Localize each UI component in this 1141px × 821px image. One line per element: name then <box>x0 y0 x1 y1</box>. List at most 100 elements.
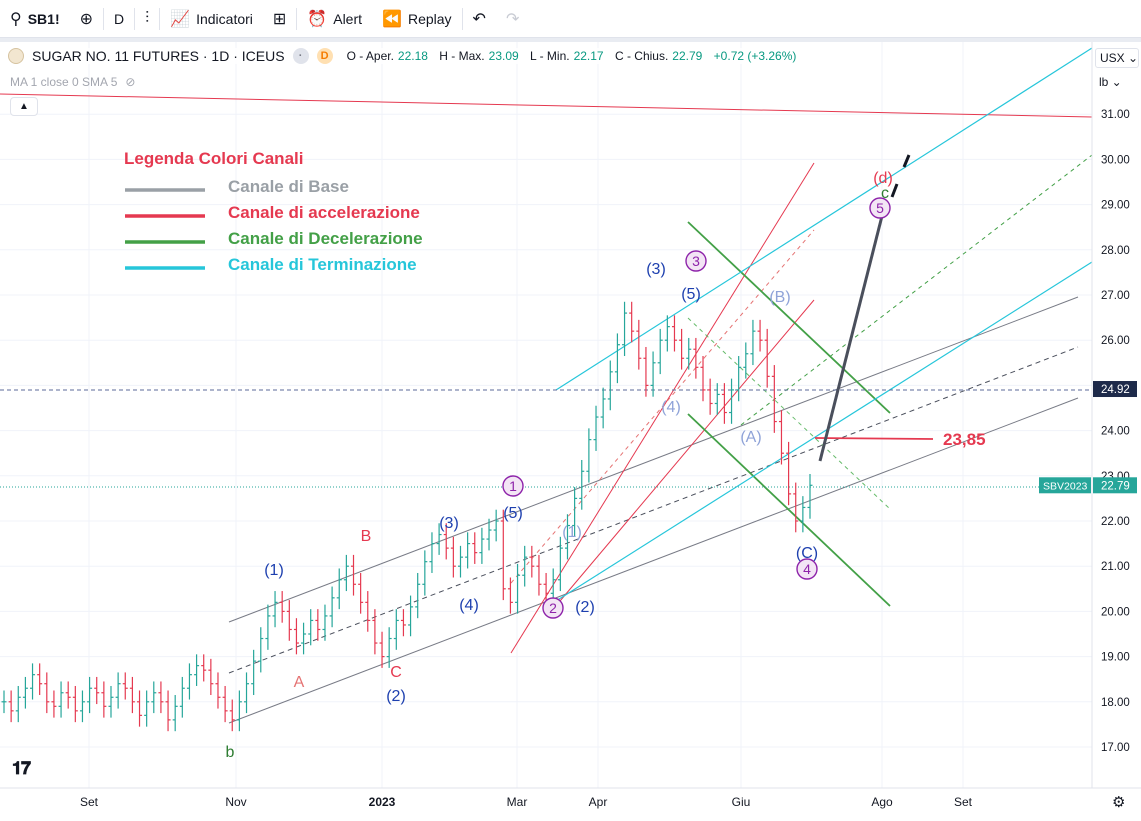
price-bar <box>607 360 613 411</box>
price-bar <box>94 676 100 705</box>
price-bar <box>351 554 357 596</box>
price-bar <box>8 690 14 723</box>
collapse-legend-button[interactable]: ▲ <box>10 97 38 116</box>
projection-arrow-line[interactable] <box>818 215 884 462</box>
series-name-tag <box>1039 477 1091 494</box>
compare-add-button[interactable]: ⊕ <box>70 0 103 38</box>
replay-button[interactable]: ⏪ Replay <box>372 0 462 38</box>
currency-selector[interactable]: USX ⌄ <box>1095 48 1139 68</box>
toolbar-divider <box>0 38 1141 42</box>
price-bar <box>215 672 221 709</box>
wave-label: (4) <box>661 399 681 416</box>
ma-indicator-label[interactable]: MA 1 close 0 SMA 5 <box>10 75 118 89</box>
red-resistance-line[interactable] <box>0 93 1093 118</box>
layouts-button[interactable]: ⊞ <box>263 0 296 38</box>
deceleration-channel-lower[interactable] <box>687 413 891 607</box>
symbol-search-button[interactable]: ⚲ SB1! <box>0 0 70 38</box>
acceleration-channel-upper[interactable] <box>510 162 815 654</box>
indicators-button[interactable]: 📈 Indicatori <box>160 0 263 38</box>
price-bar <box>194 654 200 686</box>
time-axis[interactable]: Set Nov 2023 Mar Apr Giu Ago Set <box>0 787 1141 809</box>
base-channel-lower[interactable] <box>228 397 1079 724</box>
price-bar <box>293 618 299 655</box>
price-bar <box>358 572 364 614</box>
base-channel-midline[interactable] <box>228 346 1079 674</box>
price-bar <box>800 496 806 533</box>
price-bar <box>572 487 578 537</box>
toolbar-separator <box>134 7 136 30</box>
price-bar <box>764 328 770 388</box>
price-bar <box>272 591 278 628</box>
price-bar <box>265 604 271 650</box>
price-bar <box>58 681 64 718</box>
price-bar <box>379 631 385 668</box>
eye-hidden-icon[interactable]: ⊘ <box>125 75 136 89</box>
price-bar <box>721 383 727 424</box>
gear-icon[interactable]: ⚙ <box>1112 794 1126 811</box>
price-bar <box>522 545 528 587</box>
price-tick-label: 28.00 <box>1101 245 1130 257</box>
price-bar <box>322 604 328 641</box>
replay-label: Replay <box>407 10 452 27</box>
high-value: 23.09 <box>488 49 519 63</box>
wave-circle <box>796 558 818 580</box>
price-bar <box>450 536 456 578</box>
redo-button[interactable]: ↷ <box>496 0 529 38</box>
symbol-label: SB1! <box>27 10 60 27</box>
price-tick-label: 30.00 <box>1101 154 1130 166</box>
chevron-up-icon: ▲ <box>19 101 29 112</box>
price-bar <box>386 627 392 668</box>
price-bars <box>1 301 813 732</box>
price-bar <box>600 387 606 429</box>
alert-label: Alert <box>333 10 363 27</box>
target-level-line[interactable] <box>814 437 934 440</box>
undo-button[interactable]: ↶ <box>463 0 496 38</box>
symbol-title[interactable]: SUGAR NO. 11 FUTURES · 1D · ICEUS <box>32 48 285 64</box>
price-bar <box>122 672 128 700</box>
price-bar <box>137 690 143 727</box>
wave-labels: (1) B (3) (5) A C (2) (4) b (1) (2) (3) (5) (4) (B) (A)… <box>226 170 893 761</box>
interval-button[interactable]: D <box>104 0 134 38</box>
price-bar <box>807 473 813 519</box>
termination-channel-lower[interactable] <box>555 261 1093 602</box>
price-axis[interactable]: 17.0018.0019.0020.0021.0022.0023.0024.00… <box>1039 42 1137 788</box>
price-bar <box>507 577 513 614</box>
acceleration-channel-lower[interactable] <box>559 299 815 602</box>
price-bar <box>643 346 649 397</box>
deceleration-channel-midline[interactable] <box>687 317 891 510</box>
termination-channel-midline[interactable] <box>740 154 1093 426</box>
base-channel-upper[interactable] <box>228 296 1079 623</box>
price-bar <box>650 351 656 397</box>
wave-label: (B) <box>769 289 790 306</box>
alert-button[interactable]: ⏰ Alert <box>297 0 372 38</box>
price-bar <box>30 663 36 700</box>
channel-legend-title: Legenda Colori Canali <box>124 149 303 168</box>
wave-label: 5 <box>876 200 884 216</box>
price-bar <box>493 509 499 542</box>
price-bar <box>208 658 214 696</box>
price-bar <box>486 518 492 551</box>
wave-label: 4 <box>803 561 811 577</box>
price-bar <box>308 609 314 646</box>
price-bar <box>79 690 85 723</box>
price-bar <box>336 568 342 610</box>
unit-selector[interactable]: lb ⌄ <box>1099 75 1122 89</box>
legend-item-label: Canale di Terminazione <box>228 255 417 274</box>
projection-tick <box>902 154 911 168</box>
change-value: +0.72 (+3.26%) <box>713 49 797 63</box>
acceleration-channel-midline[interactable] <box>510 229 815 584</box>
market-status-icon[interactable]: · <box>292 48 309 64</box>
wave-label: (3) <box>646 261 666 278</box>
price-bar <box>158 681 164 714</box>
deceleration-channel-upper[interactable] <box>687 221 891 414</box>
price-chart[interactable]: (1) B (3) (5) A C (2) (4) b (1) (2) (3) (5) (4) (B) (A)… <box>0 42 1141 821</box>
termination-channel-upper[interactable] <box>555 47 1093 391</box>
delayed-data-badge[interactable]: D <box>316 48 333 64</box>
grid-icon: ⊞ <box>272 10 287 28</box>
chart-type-button[interactable]: ⫶ <box>135 0 159 38</box>
wave-circle <box>869 197 891 219</box>
wave-label: C <box>390 664 402 681</box>
price-bar <box>65 681 71 709</box>
time-tick-label: Set <box>954 795 973 809</box>
price-bar <box>244 672 250 714</box>
